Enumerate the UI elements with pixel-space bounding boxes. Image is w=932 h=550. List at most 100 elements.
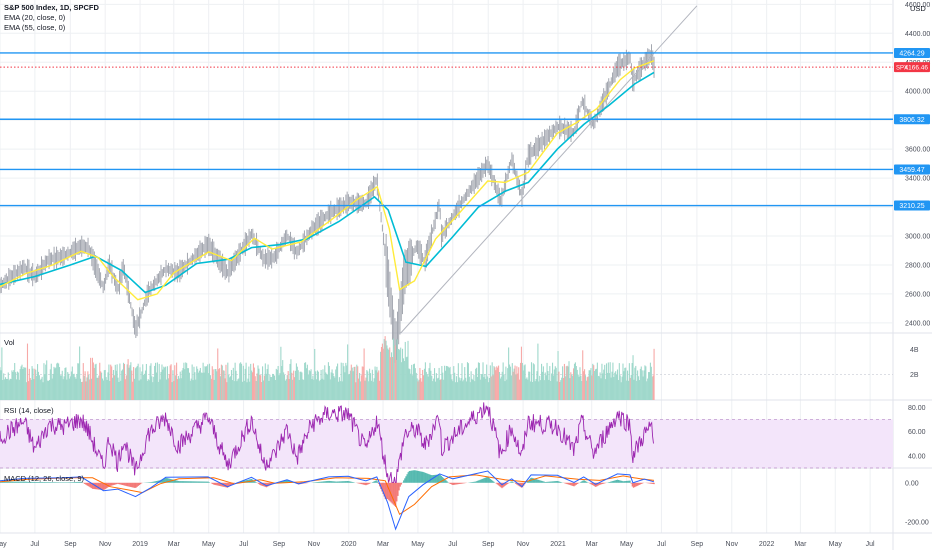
volume-bar bbox=[361, 366, 363, 400]
volume-bar bbox=[266, 369, 268, 400]
volume-bar bbox=[526, 377, 528, 400]
rsi-pane[interactable] bbox=[0, 402, 893, 484]
volume-bar bbox=[368, 381, 370, 400]
volume-bar bbox=[133, 378, 136, 400]
macd-hist-bar bbox=[10, 481, 13, 483]
volume-bar bbox=[610, 377, 612, 400]
volume-bar bbox=[566, 365, 568, 400]
macd-hist-bar bbox=[575, 482, 577, 485]
volume-bar bbox=[192, 380, 194, 400]
level-price-label: 3806.32 bbox=[899, 117, 924, 124]
volume-bar bbox=[337, 381, 340, 400]
macd-hist-bar bbox=[204, 481, 206, 483]
macd-hist-bar bbox=[212, 482, 214, 485]
macd-hist-bar bbox=[420, 471, 422, 483]
macd-hist-bar bbox=[193, 481, 196, 483]
volume-bar bbox=[241, 381, 244, 400]
volume-bar bbox=[315, 379, 318, 400]
volume-bar bbox=[455, 382, 457, 400]
macd-hist-bar bbox=[281, 481, 284, 483]
volume-bar bbox=[300, 371, 302, 400]
macd-hist-bar bbox=[335, 481, 337, 483]
macd-hist-bar bbox=[573, 482, 575, 487]
volume-bar bbox=[317, 371, 319, 400]
macd-hist-bar bbox=[181, 481, 183, 483]
volume-bar bbox=[608, 373, 610, 400]
volume-bar bbox=[443, 379, 445, 400]
volume-bar bbox=[165, 366, 167, 400]
macd-hist-bar bbox=[652, 482, 654, 484]
macd-hist-bar bbox=[455, 482, 457, 485]
macd-hist-bar bbox=[583, 480, 585, 483]
volume-bar bbox=[648, 372, 651, 400]
volume-bar bbox=[529, 371, 531, 400]
macd-hist-bar bbox=[207, 481, 209, 483]
macd-hist-bar bbox=[284, 480, 286, 483]
volume-bar bbox=[7, 372, 9, 400]
volume-pane[interactable] bbox=[0, 336, 893, 400]
macd-hist-bar bbox=[184, 481, 186, 483]
volume-bar bbox=[81, 381, 83, 400]
volume-bar bbox=[210, 378, 212, 400]
macd-hist-bar bbox=[639, 482, 642, 485]
macd-hist-bar bbox=[560, 482, 563, 483]
macd-hist-bar bbox=[510, 481, 512, 483]
volume-bar bbox=[254, 376, 256, 400]
macd-hist-bar bbox=[365, 482, 367, 486]
price-pane[interactable] bbox=[0, 5, 893, 363]
volume-bar bbox=[107, 372, 109, 400]
macd-hist-bar bbox=[304, 482, 306, 484]
volume-bar bbox=[246, 382, 248, 400]
volume-bar bbox=[392, 338, 394, 400]
volume-bar bbox=[391, 356, 394, 400]
macd-hist-bar bbox=[544, 482, 547, 483]
volume-bar bbox=[481, 373, 483, 400]
macd-hist-bar bbox=[535, 479, 537, 483]
macd-hist-bar bbox=[286, 479, 288, 483]
macd-hist-bar bbox=[89, 482, 92, 488]
macd-hist-bar bbox=[349, 481, 351, 483]
volume-bar bbox=[591, 375, 593, 400]
macd-hist-bar bbox=[108, 482, 110, 488]
macd-hist-bar bbox=[651, 482, 653, 484]
volume-bar bbox=[189, 380, 191, 400]
volume-bar bbox=[437, 377, 439, 400]
volume-bar bbox=[498, 372, 501, 400]
volume-bar bbox=[339, 381, 341, 400]
macd-pane[interactable] bbox=[0, 470, 655, 531]
volume-bar bbox=[294, 377, 296, 400]
volume-bar bbox=[215, 369, 217, 400]
volume-bar bbox=[148, 380, 150, 400]
volume-bar bbox=[329, 379, 331, 400]
volume-bar bbox=[142, 364, 144, 400]
volume-bar bbox=[262, 380, 265, 400]
x-tick-label: Mar bbox=[377, 541, 390, 548]
volume-bar bbox=[563, 363, 565, 400]
volume-bar bbox=[92, 362, 94, 400]
macd-hist-bar bbox=[129, 482, 132, 487]
macd-hist-bar bbox=[229, 482, 231, 487]
macd-hist-bar bbox=[411, 470, 413, 483]
macd-hist-bar bbox=[346, 481, 349, 483]
volume-bar bbox=[103, 370, 105, 400]
volume-bar bbox=[519, 362, 522, 400]
volume-bar bbox=[637, 370, 639, 400]
volume-bar bbox=[264, 363, 266, 400]
volume-bar bbox=[50, 363, 52, 400]
macd-hist-bar bbox=[55, 482, 57, 483]
volume-bar bbox=[559, 382, 561, 400]
macd-hist-bar bbox=[487, 477, 489, 483]
volume-bar bbox=[128, 367, 130, 400]
volume-bar bbox=[543, 380, 545, 400]
volume-bar bbox=[171, 382, 173, 400]
volume-bar bbox=[258, 368, 260, 400]
volume-bar bbox=[83, 375, 85, 400]
macd-hist-bar bbox=[80, 481, 82, 483]
macd-hist-bar bbox=[392, 482, 395, 505]
macd-hist-bar bbox=[190, 481, 192, 483]
macd-hist-bar bbox=[282, 480, 285, 483]
macd-hist-bar bbox=[461, 482, 463, 484]
macd-hist-bar bbox=[3, 481, 6, 483]
volume-bar bbox=[459, 380, 461, 400]
volume-bar bbox=[39, 379, 41, 400]
